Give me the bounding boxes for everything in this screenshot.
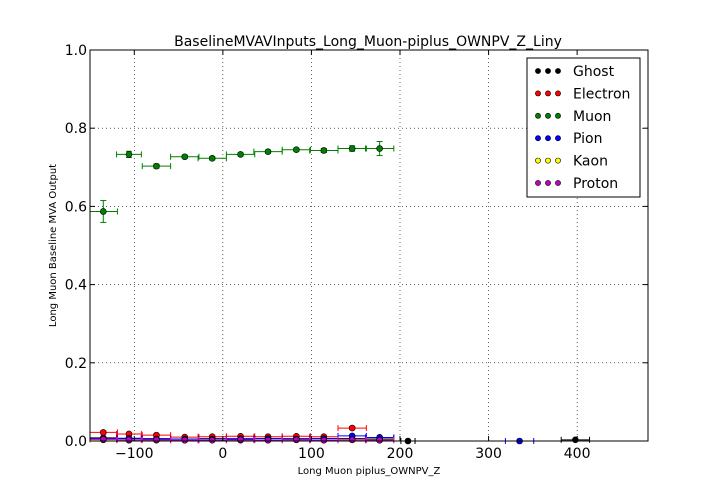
data-point	[208, 436, 216, 444]
data-point	[293, 146, 300, 154]
x-tick-label: 300	[475, 446, 502, 462]
data-point	[99, 208, 107, 215]
legend-label: Electron	[573, 86, 630, 102]
legend-item-kaon: Kaon	[535, 154, 608, 170]
data-point	[99, 436, 107, 443]
legend-marker	[545, 68, 551, 74]
legend-marker	[555, 157, 561, 164]
legend-marker	[535, 90, 541, 97]
legend-label: Ghost	[573, 64, 615, 80]
series-muon	[89, 140, 395, 223]
legend-marker	[545, 90, 551, 97]
data-point	[264, 148, 272, 155]
legend-marker	[545, 135, 551, 142]
data-point	[125, 151, 133, 158]
data-point	[237, 151, 244, 158]
y-tick-label: 0.8	[65, 121, 87, 137]
legend-marker	[555, 90, 561, 97]
legend-label: Proton	[573, 176, 618, 192]
data-point	[320, 436, 328, 444]
legend-frame	[526, 57, 641, 198]
data-point	[237, 436, 244, 444]
legend-marker	[545, 157, 551, 164]
legend-marker	[555, 135, 561, 142]
legend-marker	[555, 112, 561, 119]
data-point	[376, 436, 383, 444]
x-tick-label: 100	[298, 446, 325, 462]
data-point	[320, 147, 328, 154]
x-tick-label: 400	[564, 446, 591, 462]
y-tick-label: 0.4	[65, 278, 87, 294]
legend-item-electron: Electron	[535, 86, 630, 102]
data-point	[348, 145, 356, 152]
legend-label: Muon	[573, 109, 611, 125]
legend-marker	[535, 68, 541, 74]
legend-item-proton: Proton	[535, 176, 618, 192]
legend-marker	[535, 180, 541, 186]
legend-marker	[555, 180, 561, 186]
legend-marker	[535, 157, 541, 164]
y-tick-label: 0.0	[65, 434, 87, 450]
x-tick-label: 200	[387, 446, 414, 462]
y-tick-label: 0.6	[65, 199, 87, 215]
plot-frame	[89, 49, 649, 442]
x-axis-label: Long Muon piplus_OWNPV_Z	[298, 466, 441, 477]
data-point	[376, 145, 383, 152]
legend-marker	[545, 180, 551, 186]
data-point	[348, 424, 356, 432]
legend-label: Kaon	[573, 154, 608, 170]
legend-marker	[545, 112, 551, 119]
chart-title: BaselineMVAVInputs_Long_Muon-piplus_OWNP…	[174, 34, 562, 50]
x-tick-label: 0	[218, 446, 227, 462]
y-tick-label: 1.0	[65, 43, 87, 59]
y-axis-label: Long Muon Baseline MVA Output	[48, 164, 59, 327]
data-point	[153, 436, 160, 444]
data-point	[181, 153, 189, 161]
legend-item-muon: Muon	[535, 109, 611, 125]
legend: Ghost Electron Muon Pion Kaon Proton	[526, 57, 641, 198]
x-tick-label: −100	[115, 446, 153, 462]
legend-marker	[535, 135, 541, 142]
data-point	[293, 436, 300, 444]
data-point	[99, 429, 107, 436]
data-point	[153, 162, 160, 170]
data-point	[181, 436, 189, 444]
data-point	[125, 436, 133, 444]
ticks: −100 0 100 200 300 400 0.0 0.2 0.4 0.6 0.8 1.0	[65, 43, 648, 462]
data-point	[264, 436, 272, 444]
legend-label: Pion	[573, 131, 602, 147]
data-point	[348, 436, 356, 444]
legend-item-ghost: Ghost	[535, 64, 615, 80]
data-point	[208, 155, 216, 162]
legend-marker	[535, 112, 541, 119]
legend-marker	[555, 68, 561, 74]
y-tick-label: 0.2	[65, 356, 87, 372]
legend-item-pion: Pion	[535, 131, 602, 147]
